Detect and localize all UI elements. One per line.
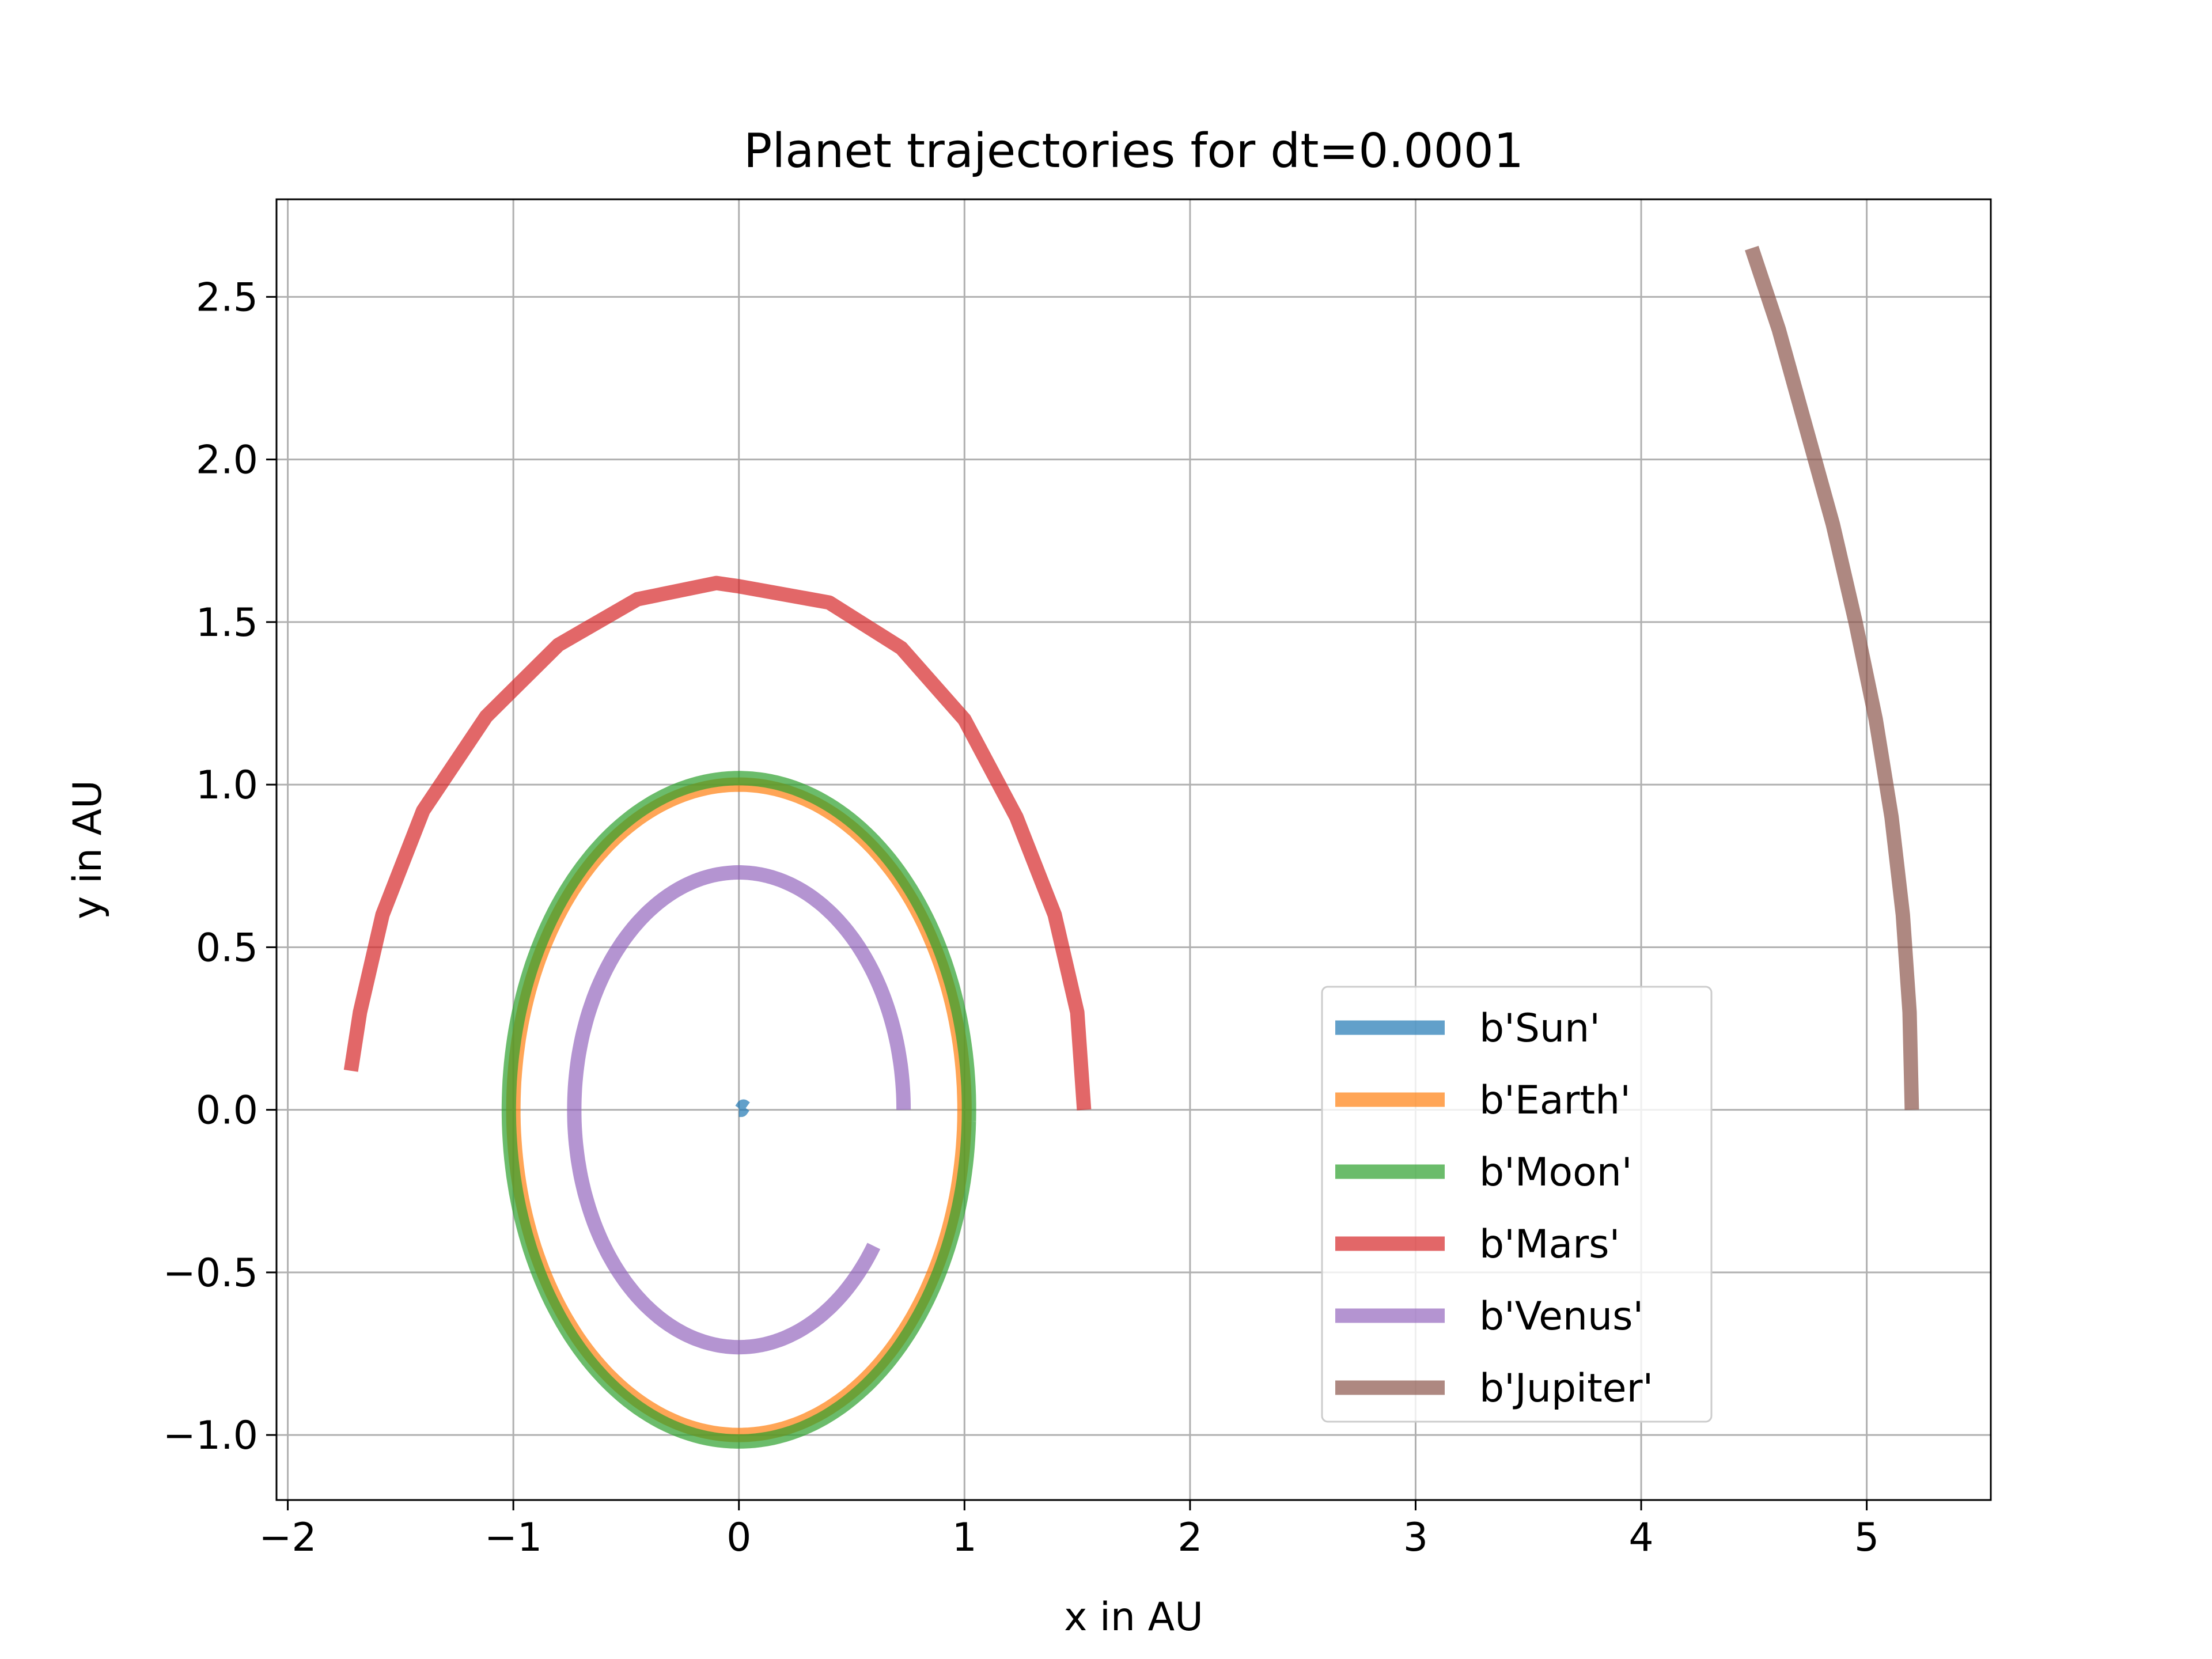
y-tick-label: 1.0 (196, 763, 258, 808)
legend-entry-label: b'Moon' (1479, 1150, 1633, 1195)
legend-entry-label: b'Sun' (1479, 1006, 1600, 1051)
grid (276, 199, 1991, 1500)
series-mars-line (343, 575, 1092, 1111)
series-moon-line (501, 771, 976, 1449)
series-jupiter-line (1745, 245, 1919, 1110)
legend-entry-label: b'Mars' (1479, 1222, 1620, 1267)
legend-entry-label: b'Earth' (1479, 1078, 1631, 1123)
x-tick-label: 2 (1177, 1515, 1202, 1560)
y-tick-label: −1.0 (163, 1413, 258, 1459)
legend-box (1321, 986, 1713, 1423)
series-venus-line (567, 865, 911, 1355)
x-tick-label: 0 (726, 1515, 751, 1560)
y-tick-label: 1.5 (196, 600, 258, 646)
y-tick-label: 0.5 (196, 925, 258, 971)
y-tick-label: 0.0 (196, 1088, 258, 1134)
ticks: −2 −1 0 1 2 3 4 5 −1.0 −0.5 0.0 0.5 1.0 1.5 2.0 2.5 (163, 275, 1879, 1560)
y-tick-label: 2.5 (196, 275, 258, 320)
y-axis-label: y in AU (65, 780, 111, 919)
x-tick-label: 1 (952, 1515, 977, 1560)
legend: b'Sun' b'Earth' b'Moon' b'Mars' b'Venus' b'Ju… (1321, 986, 1713, 1423)
chart-title: Planet trajectories for dt=0.0001 (744, 124, 1524, 179)
x-tick-label: 5 (1854, 1515, 1879, 1560)
series-sun-line (734, 1099, 751, 1118)
x-tick-label: −1 (484, 1515, 542, 1560)
plot-frame (275, 198, 1992, 1501)
x-tick-label: 3 (1403, 1515, 1428, 1560)
legend-entry-label: b'Jupiter' (1479, 1366, 1653, 1411)
y-tick-label: −0.5 (163, 1251, 258, 1296)
x-tick-label: 4 (1628, 1515, 1653, 1560)
legend-entry-label: b'Venus' (1479, 1294, 1643, 1339)
y-tick-label: 2.0 (196, 438, 258, 483)
series-group (343, 245, 1919, 1449)
x-tick-label: −2 (259, 1515, 316, 1560)
x-axis-label: x in AU (1064, 1594, 1203, 1640)
